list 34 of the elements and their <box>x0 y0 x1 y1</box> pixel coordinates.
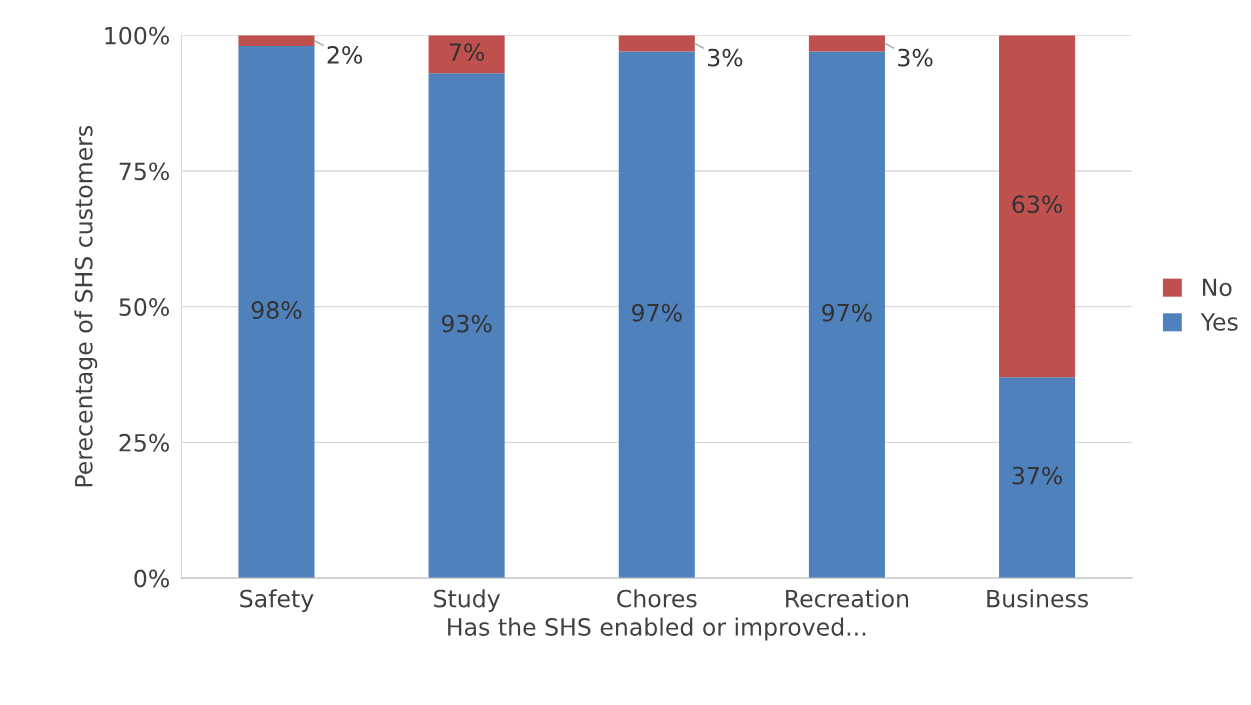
data-label: 63% <box>1012 195 1063 214</box>
data-label: 98% <box>251 301 302 319</box>
bar <box>618 51 695 579</box>
legend-label: No <box>1203 278 1232 297</box>
y-tick-label: 25% <box>119 433 169 452</box>
data-label: 3% <box>708 48 743 67</box>
bar <box>999 35 1076 378</box>
x-tick-label: Recreation <box>786 589 909 608</box>
x-axis-title: Has the SHS enabled or improved... <box>448 617 866 641</box>
bar <box>428 73 505 579</box>
y-axis-title: Perecentage of SHS customers <box>74 125 98 487</box>
data-label: 2% <box>327 45 363 64</box>
x-tick-label: Study <box>434 589 500 613</box>
data-label: 97% <box>632 303 682 322</box>
data-label: 93% <box>441 314 492 333</box>
y-tick-label: 50% <box>119 298 169 316</box>
bar <box>808 35 885 52</box>
legend-label: Yes <box>1200 313 1238 331</box>
x-tick-label: Business <box>987 589 1088 608</box>
data-label: 37% <box>1012 466 1063 485</box>
x-tick-label: Chores <box>617 589 697 608</box>
data-label: 97% <box>822 303 872 322</box>
bar <box>618 35 695 52</box>
bar <box>428 35 505 74</box>
bar <box>238 46 315 579</box>
y-tick-label: 75% <box>119 162 169 181</box>
bar <box>808 51 885 579</box>
y-tick-label: 0% <box>134 569 169 588</box>
data-label: 3% <box>898 48 933 67</box>
y-tick-label: 100% <box>105 26 169 45</box>
bar <box>238 35 315 47</box>
x-tick-label: Safety <box>240 589 314 613</box>
bar <box>999 377 1076 579</box>
data-label: 7% <box>449 43 485 62</box>
